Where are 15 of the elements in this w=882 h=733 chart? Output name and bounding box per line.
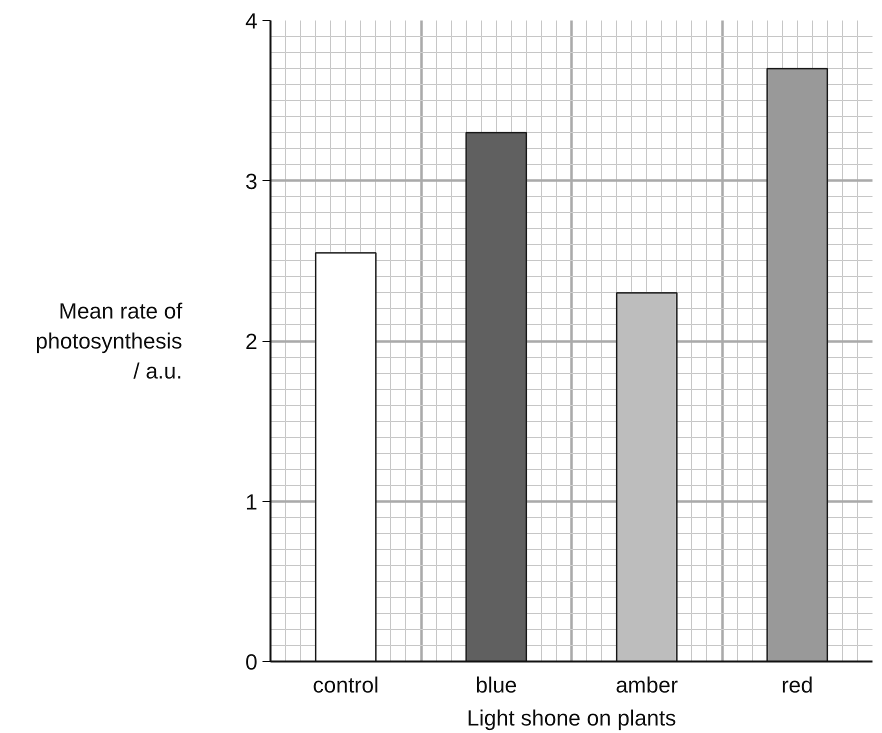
y-tick-label: 4 [245,8,258,34]
x-tick-label: red [781,672,814,698]
bar [465,132,528,662]
y-axis-title: Mean rate of photosynthesis / a.u. [36,298,184,384]
x-tick-label: amber [616,672,678,698]
bar [766,68,828,662]
bar [616,292,678,662]
y-tick-label: 3 [245,168,258,194]
x-axis-title: Light shone on plants [466,706,676,730]
y-tick-label: 1 [245,489,258,514]
bar [314,252,377,662]
y-tick-label: 2 [245,329,258,354]
x-tick-label: blue [475,672,518,698]
y-tick-label: 0 [245,650,258,674]
x-tick-label: control [312,672,379,698]
